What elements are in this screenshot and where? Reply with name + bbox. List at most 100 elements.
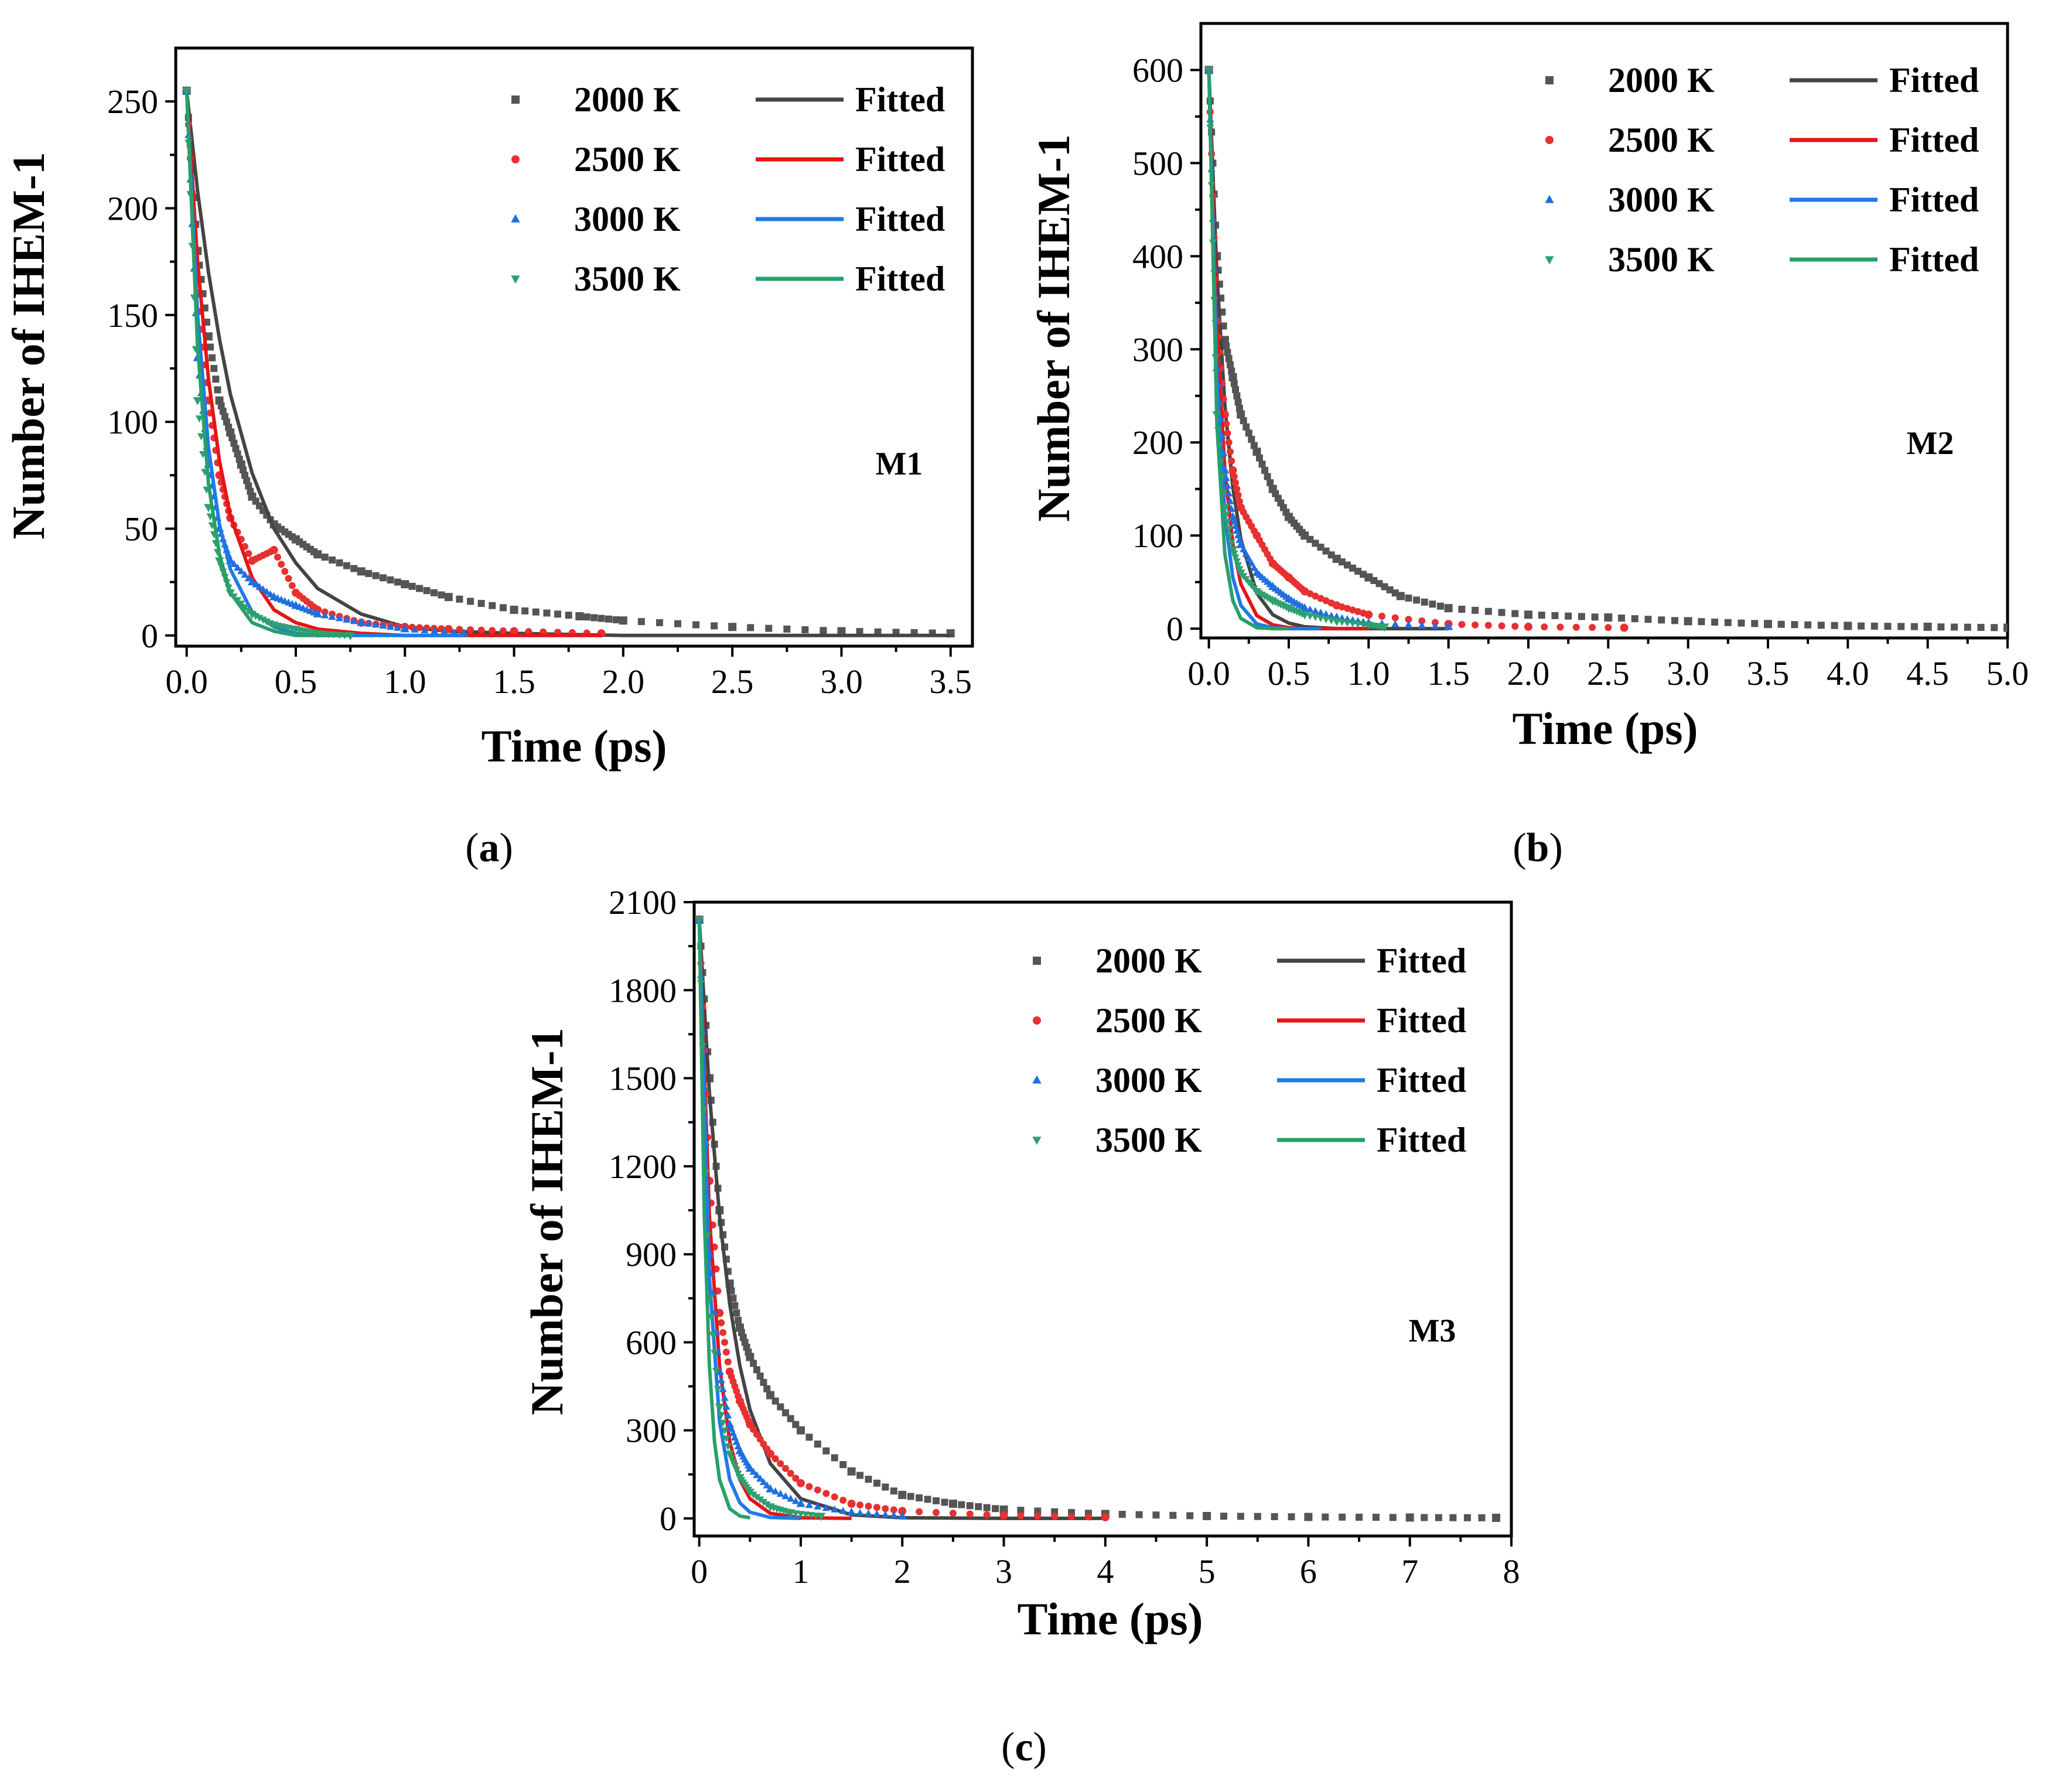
- data-point-c-0: [856, 1472, 864, 1479]
- data-point-b-0: [1220, 336, 1229, 344]
- data-point-b-6: [1225, 525, 1233, 533]
- data-point-c-6: [719, 1419, 727, 1427]
- data-point-a-0: [801, 626, 809, 634]
- data-point-b-2: [1234, 491, 1242, 499]
- x-tick-label-b: 1.5: [1427, 654, 1470, 692]
- data-point-a-0: [423, 587, 431, 595]
- data-point-a-0: [221, 413, 228, 421]
- y-tick-label-b: 400: [1132, 237, 1183, 275]
- data-point-c-4: [897, 1511, 907, 1520]
- data-point-c-4: [791, 1497, 800, 1504]
- data-point-b-6: [1223, 518, 1232, 526]
- x-tick-label-b: 3.5: [1747, 654, 1790, 692]
- data-point-c-2: [865, 1503, 872, 1510]
- data-point-c-2: [847, 1499, 856, 1508]
- data-point-c-0: [983, 1504, 991, 1511]
- data-point-c-0: [1254, 1513, 1261, 1520]
- data-point-b-6: [1343, 619, 1351, 627]
- data-point-a-0: [239, 466, 247, 474]
- data-point-b-0: [1498, 609, 1506, 616]
- data-point-b-0: [1538, 612, 1545, 619]
- data-point-b-2: [1405, 616, 1412, 623]
- data-point-a-2: [245, 549, 252, 557]
- data-point-c-4: [776, 1490, 784, 1497]
- data-point-c-0: [1203, 1511, 1211, 1520]
- data-point-a-0: [241, 472, 248, 479]
- data-point-c-6: [729, 1459, 738, 1466]
- data-point-c-2: [721, 1339, 728, 1346]
- data-point-a-0: [456, 595, 463, 603]
- data-point-b-6: [1380, 623, 1390, 632]
- legend-label-a: Fitted: [855, 200, 945, 238]
- x-tick-label-c: 2: [894, 1552, 911, 1590]
- data-point-c-0: [1186, 1512, 1194, 1520]
- data-point-b-0: [1578, 613, 1585, 620]
- fitted-line-a-1: [185, 90, 951, 637]
- data-point-b-0: [1232, 386, 1240, 394]
- data-point-c-0: [731, 1302, 739, 1309]
- legend-marker-a: [511, 214, 520, 223]
- data-point-a-0: [228, 434, 236, 442]
- data-point-b-0: [1977, 623, 1985, 631]
- x-tick-label-c: 0: [691, 1552, 708, 1590]
- data-point-c-4: [721, 1394, 729, 1401]
- data-point-b-0: [1737, 619, 1745, 627]
- data-point-b-2: [1458, 620, 1466, 628]
- data-point-a-0: [856, 628, 863, 636]
- panel-caption-c-letter: c: [1015, 1725, 1033, 1770]
- data-point-b-0: [1591, 613, 1599, 621]
- data-point-a-4: [440, 627, 448, 635]
- scatter-series-c-6: [694, 916, 826, 1521]
- x-tick-label-b: 1.0: [1347, 654, 1390, 692]
- data-point-c-0: [916, 1494, 923, 1501]
- legend-marker-b: [1545, 76, 1554, 84]
- data-point-b-0: [1248, 435, 1255, 443]
- data-point-c-4: [839, 1507, 847, 1514]
- data-point-a-2: [285, 575, 292, 582]
- data-point-c-6: [714, 1385, 722, 1393]
- data-point-a-4: [350, 617, 358, 624]
- plot-frame-c: [692, 900, 1513, 1538]
- data-point-b-0: [1711, 618, 1719, 626]
- data-point-b-0: [2003, 623, 2008, 632]
- data-point-c-0: [839, 1461, 847, 1469]
- data-point-b-4: [1226, 497, 1234, 504]
- data-point-c-2: [1051, 1513, 1059, 1520]
- data-point-c-2: [781, 1465, 789, 1472]
- data-point-a-0: [416, 585, 424, 592]
- data-point-a-4: [241, 571, 249, 578]
- data-point-b-2: [1232, 479, 1240, 487]
- data-point-b-6: [1234, 562, 1242, 569]
- data-point-b-0: [1261, 466, 1269, 474]
- legend-label-a: Fitted: [855, 260, 945, 298]
- y-tick-label-b: 300: [1132, 330, 1183, 368]
- data-point-a-0: [575, 612, 584, 620]
- data-point-a-4: [259, 585, 267, 593]
- panel-caption-b-letter: b: [1527, 825, 1549, 871]
- y-tick-label-b: 100: [1132, 517, 1183, 555]
- data-point-b-2: [1484, 622, 1492, 629]
- y-tick-label-c: 600: [626, 1323, 677, 1361]
- data-point-b-2: [1620, 623, 1629, 632]
- data-point-a-4: [230, 560, 238, 568]
- data-point-a-0: [489, 602, 496, 609]
- data-point-b-4: [1225, 489, 1233, 497]
- chart-panel-a: 0.0 0.5 1.0 1.5 2.0 2.5 3.0 3.5 0 50 100 150 200 250 T…: [3, 46, 974, 871]
- fitted-line-b-3: [1207, 70, 1369, 631]
- data-point-c-6: [725, 1450, 735, 1459]
- chart-panel-c: 0 1 2 3 4 5 6 7 8 0 300 600 900 1200 1500 1800 2100 Time …: [521, 883, 1520, 1770]
- data-point-c-4: [763, 1481, 771, 1489]
- y-axis-title-b: Number of IHEM-1: [1028, 134, 1079, 522]
- data-point-b-0: [1631, 615, 1638, 623]
- x-tick-label-a: 2.5: [711, 663, 754, 701]
- y-axis-title-a: Number of IHEM-1: [3, 152, 54, 540]
- data-point-c-0: [948, 1499, 957, 1508]
- data-point-b-0: [1375, 580, 1383, 588]
- data-point-c-0: [907, 1493, 914, 1500]
- y-tick-label-b: 500: [1132, 144, 1183, 182]
- data-point-c-0: [766, 1391, 774, 1400]
- data-point-b-0: [1343, 561, 1351, 569]
- data-point-a-0: [532, 608, 540, 616]
- data-point-c-2: [856, 1501, 864, 1508]
